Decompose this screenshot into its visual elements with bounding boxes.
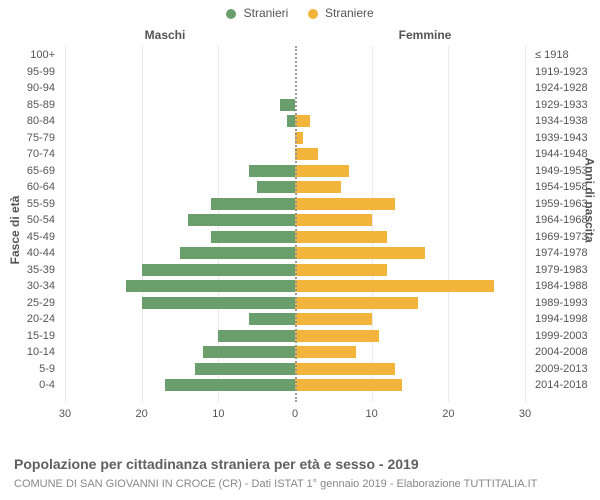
birth-year-label: 1999-2003 (530, 329, 598, 343)
birth-year-label: 1924-1928 (530, 81, 598, 95)
age-label: 65-69 (0, 164, 60, 178)
bar-female (295, 280, 494, 292)
bar-female (295, 297, 418, 309)
bar-male (249, 165, 295, 177)
bar-male (211, 231, 295, 243)
plot-area: 3020100102030 (65, 46, 525, 426)
legend-male-label: Stranieri (244, 6, 289, 20)
x-tick: 10 (366, 408, 378, 420)
bar-female (295, 214, 372, 226)
age-label: 100+ (0, 48, 60, 62)
age-label: 0-4 (0, 378, 60, 392)
legend-male: Stranieri (226, 6, 288, 20)
bar-male (280, 99, 295, 111)
age-label: 85-89 (0, 98, 60, 112)
age-label: 30-34 (0, 279, 60, 293)
age-label: 40-44 (0, 246, 60, 260)
bar-female (295, 231, 387, 243)
x-tick: 0 (292, 408, 298, 420)
center-line (295, 46, 297, 402)
age-label: 15-19 (0, 329, 60, 343)
population-pyramid-chart: Stranieri Straniere Maschi Femmine Fasce… (0, 0, 600, 500)
bar-female (295, 148, 318, 160)
x-tick: 20 (442, 408, 454, 420)
bar-male (142, 297, 295, 309)
legend-female-swatch (308, 9, 318, 19)
age-label: 95-99 (0, 65, 60, 79)
bar-female (295, 181, 341, 193)
birth-year-label: 1984-1988 (530, 279, 598, 293)
chart-title: Popolazione per cittadinanza straniera p… (14, 456, 419, 472)
birth-year-label: ≤ 1918 (530, 48, 598, 62)
bar-male (165, 379, 295, 391)
x-tick: 30 (519, 408, 531, 420)
bar-female (295, 379, 402, 391)
bar-male (249, 313, 295, 325)
age-label: 45-49 (0, 230, 60, 244)
legend: Stranieri Straniere (0, 6, 600, 20)
birth-year-label: 1979-1983 (530, 263, 598, 277)
x-tick: 30 (59, 408, 71, 420)
birth-year-label: 1959-1963 (530, 197, 598, 211)
bar-female (295, 247, 425, 259)
age-label: 75-79 (0, 131, 60, 145)
bar-female (295, 264, 387, 276)
column-title-male: Maschi (0, 28, 300, 42)
chart-subtitle: COMUNE DI SAN GIOVANNI IN CROCE (CR) - D… (14, 478, 537, 490)
bar-male (180, 247, 295, 259)
legend-female-label: Straniere (325, 6, 374, 20)
bar-male (203, 346, 295, 358)
age-label: 5-9 (0, 362, 60, 376)
birth-year-label: 1994-1998 (530, 312, 598, 326)
legend-male-swatch (226, 9, 236, 19)
age-label: 60-64 (0, 180, 60, 194)
bar-male (257, 181, 295, 193)
birth-year-label: 1919-1923 (530, 65, 598, 79)
birth-year-label: 1964-1968 (530, 213, 598, 227)
birth-year-label: 2004-2008 (530, 345, 598, 359)
age-label: 70-74 (0, 147, 60, 161)
birth-year-label: 2014-2018 (530, 378, 598, 392)
birth-year-label: 1949-1953 (530, 164, 598, 178)
bar-male (188, 214, 295, 226)
birth-year-label: 2009-2013 (530, 362, 598, 376)
age-label: 50-54 (0, 213, 60, 227)
birth-year-label: 1954-1958 (530, 180, 598, 194)
bar-female (295, 198, 395, 210)
bar-male (195, 363, 295, 375)
age-label: 90-94 (0, 81, 60, 95)
legend-female: Straniere (308, 6, 374, 20)
bar-male (126, 280, 295, 292)
bar-female (295, 313, 372, 325)
bar-female (295, 115, 310, 127)
birth-year-label: 1989-1993 (530, 296, 598, 310)
bar-female (295, 330, 379, 342)
age-label: 55-59 (0, 197, 60, 211)
birth-year-label: 1939-1943 (530, 131, 598, 145)
birth-year-label: 1934-1938 (530, 114, 598, 128)
birth-year-label: 1929-1933 (530, 98, 598, 112)
x-tick: 20 (136, 408, 148, 420)
age-label: 80-84 (0, 114, 60, 128)
bar-male (218, 330, 295, 342)
age-label: 25-29 (0, 296, 60, 310)
age-label: 35-39 (0, 263, 60, 277)
x-tick: 10 (212, 408, 224, 420)
bar-female (295, 363, 395, 375)
bar-male (211, 198, 295, 210)
birth-year-label: 1974-1978 (530, 246, 598, 260)
bar-female (295, 346, 356, 358)
column-title-female: Femmine (300, 28, 600, 42)
birth-year-label: 1969-1973 (530, 230, 598, 244)
birth-year-label: 1944-1948 (530, 147, 598, 161)
bar-male (287, 115, 295, 127)
grid-line (525, 46, 526, 402)
age-label: 20-24 (0, 312, 60, 326)
bar-female (295, 165, 349, 177)
age-label: 10-14 (0, 345, 60, 359)
bar-male (142, 264, 295, 276)
